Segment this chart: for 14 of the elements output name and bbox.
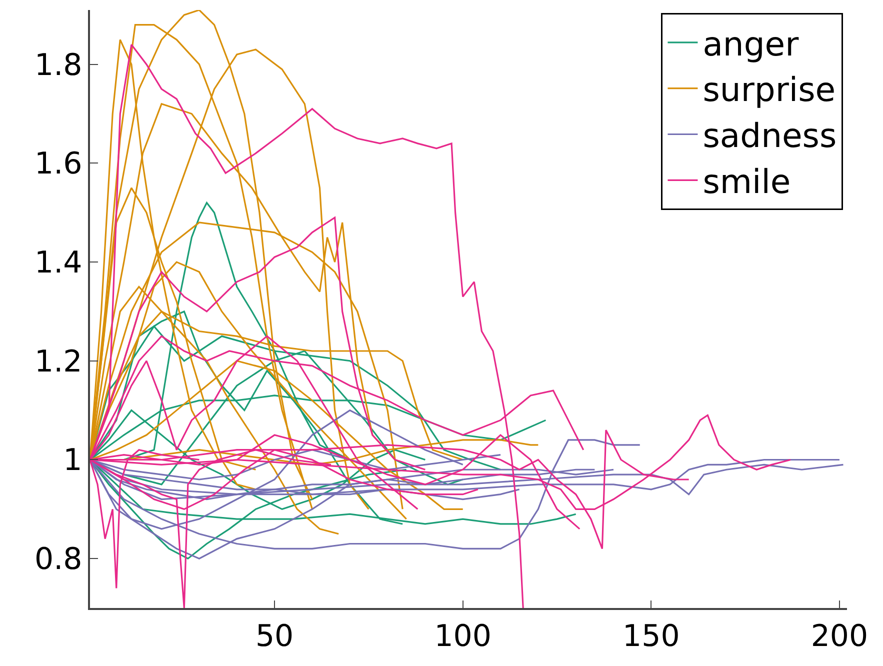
y-tick-label: 1.2 [34,344,82,380]
legend-label: sadness [702,116,837,156]
y-tick-label: 1.4 [34,246,82,281]
y-tick-label: 1.8 [34,48,82,83]
legend-label: smile [702,162,791,202]
legend-label: anger [702,24,800,64]
x-tick-label: 150 [622,618,680,654]
x-tick-label: 200 [810,618,868,654]
legend-label: surprise [702,70,836,110]
y-tick-label: 1 [63,443,82,478]
x-tick-label: 50 [255,618,294,654]
y-tick-label: 0.8 [34,542,82,578]
y-tick-label: 1.6 [34,146,82,182]
x-tick-label: 100 [434,618,492,654]
